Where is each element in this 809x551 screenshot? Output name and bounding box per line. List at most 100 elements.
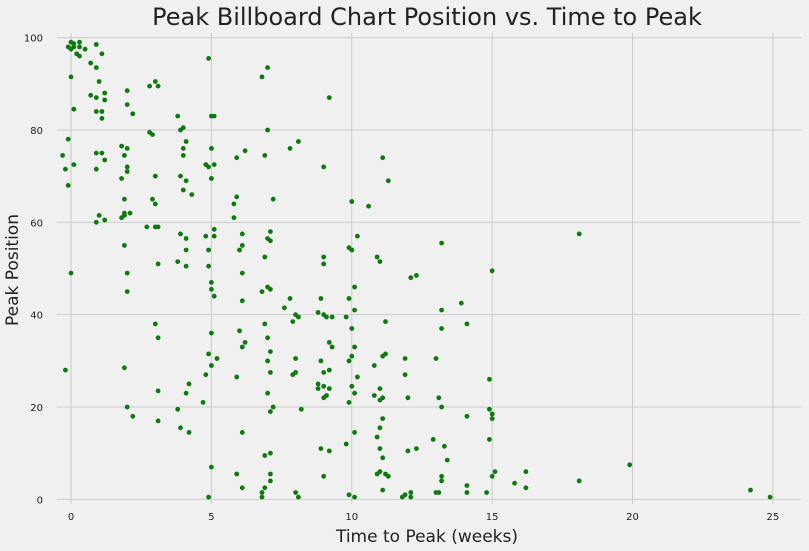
- data-point: [102, 217, 108, 223]
- data-point: [88, 60, 94, 66]
- data-point: [430, 437, 436, 442]
- data-point: [512, 480, 517, 486]
- data-point: [209, 280, 214, 285]
- data-point: [321, 395, 327, 401]
- data-point: [576, 478, 582, 484]
- data-point: [346, 296, 352, 301]
- data-point: [180, 187, 186, 193]
- data-point: [346, 400, 352, 405]
- data-points: [60, 39, 773, 500]
- data-point: [318, 296, 324, 301]
- data-point: [96, 213, 102, 218]
- data-point: [268, 238, 273, 244]
- data-point: [383, 351, 388, 357]
- data-point: [127, 210, 133, 216]
- data-point: [206, 247, 212, 253]
- data-point: [189, 192, 195, 198]
- data-point: [231, 201, 237, 207]
- data-point: [464, 321, 470, 327]
- data-point: [349, 199, 355, 204]
- data-point: [329, 344, 335, 350]
- data-point: [321, 254, 327, 260]
- data-point: [183, 178, 189, 184]
- data-point: [239, 344, 245, 350]
- data-point: [186, 430, 192, 435]
- data-point: [343, 314, 349, 320]
- data-point: [293, 490, 298, 495]
- data-point: [237, 247, 242, 253]
- data-point: [259, 494, 265, 500]
- data-point: [439, 404, 444, 410]
- data-point: [374, 434, 380, 440]
- data-point: [371, 393, 377, 398]
- data-point: [293, 370, 298, 375]
- data-point: [152, 79, 158, 84]
- data-point: [377, 259, 383, 264]
- data-point: [209, 146, 214, 151]
- data-point: [259, 490, 265, 495]
- data-point: [523, 485, 529, 491]
- data-point: [464, 490, 470, 495]
- data-point: [234, 374, 240, 380]
- data-point: [346, 358, 352, 364]
- x-axis-label: Time to Peak (weeks): [335, 527, 518, 547]
- data-point: [71, 162, 77, 168]
- data-point: [352, 494, 357, 500]
- data-point: [152, 321, 158, 327]
- data-point: [349, 383, 355, 389]
- data-point: [385, 178, 391, 184]
- data-point: [352, 284, 357, 290]
- data-point: [144, 224, 150, 230]
- data-point: [239, 298, 245, 304]
- data-point: [366, 203, 371, 209]
- data-point: [63, 367, 68, 373]
- data-point: [203, 233, 209, 239]
- data-point: [268, 478, 273, 484]
- data-point: [175, 259, 181, 264]
- data-point: [265, 358, 270, 364]
- data-point: [102, 97, 108, 103]
- data-point: [326, 386, 332, 391]
- data-point: [68, 74, 74, 80]
- data-point: [183, 263, 189, 269]
- data-point: [68, 46, 74, 52]
- data-point: [262, 453, 268, 458]
- data-point: [155, 335, 161, 341]
- x-tick-label: 25: [767, 512, 780, 523]
- data-point: [293, 356, 298, 361]
- data-point: [414, 273, 419, 278]
- data-point: [489, 473, 495, 479]
- data-point: [265, 65, 270, 70]
- data-point: [99, 51, 105, 57]
- data-point: [380, 416, 386, 421]
- data-point: [155, 261, 161, 267]
- data-point: [150, 132, 155, 138]
- data-point: [68, 270, 74, 276]
- data-point: [71, 41, 77, 46]
- data-point: [287, 146, 293, 151]
- data-point: [119, 215, 124, 221]
- data-point: [767, 494, 773, 500]
- data-point: [268, 471, 273, 477]
- data-point: [122, 210, 127, 216]
- data-point: [380, 455, 386, 461]
- data-point: [489, 268, 495, 274]
- x-tick-labels: 0 5 10 15 20 25: [68, 512, 779, 523]
- data-point: [380, 155, 386, 161]
- data-point: [492, 469, 498, 475]
- data-point: [290, 319, 296, 324]
- data-point: [321, 164, 327, 170]
- data-point: [150, 196, 155, 202]
- data-point: [439, 473, 444, 479]
- data-point: [377, 446, 383, 451]
- y-tick-label: 0: [37, 495, 43, 506]
- data-point: [315, 386, 321, 391]
- data-point: [122, 243, 127, 248]
- data-point: [93, 65, 99, 70]
- data-point: [93, 42, 99, 47]
- data-point: [96, 79, 102, 84]
- data-point: [178, 173, 183, 179]
- data-point: [211, 113, 217, 119]
- x-tick-label: 0: [68, 512, 74, 523]
